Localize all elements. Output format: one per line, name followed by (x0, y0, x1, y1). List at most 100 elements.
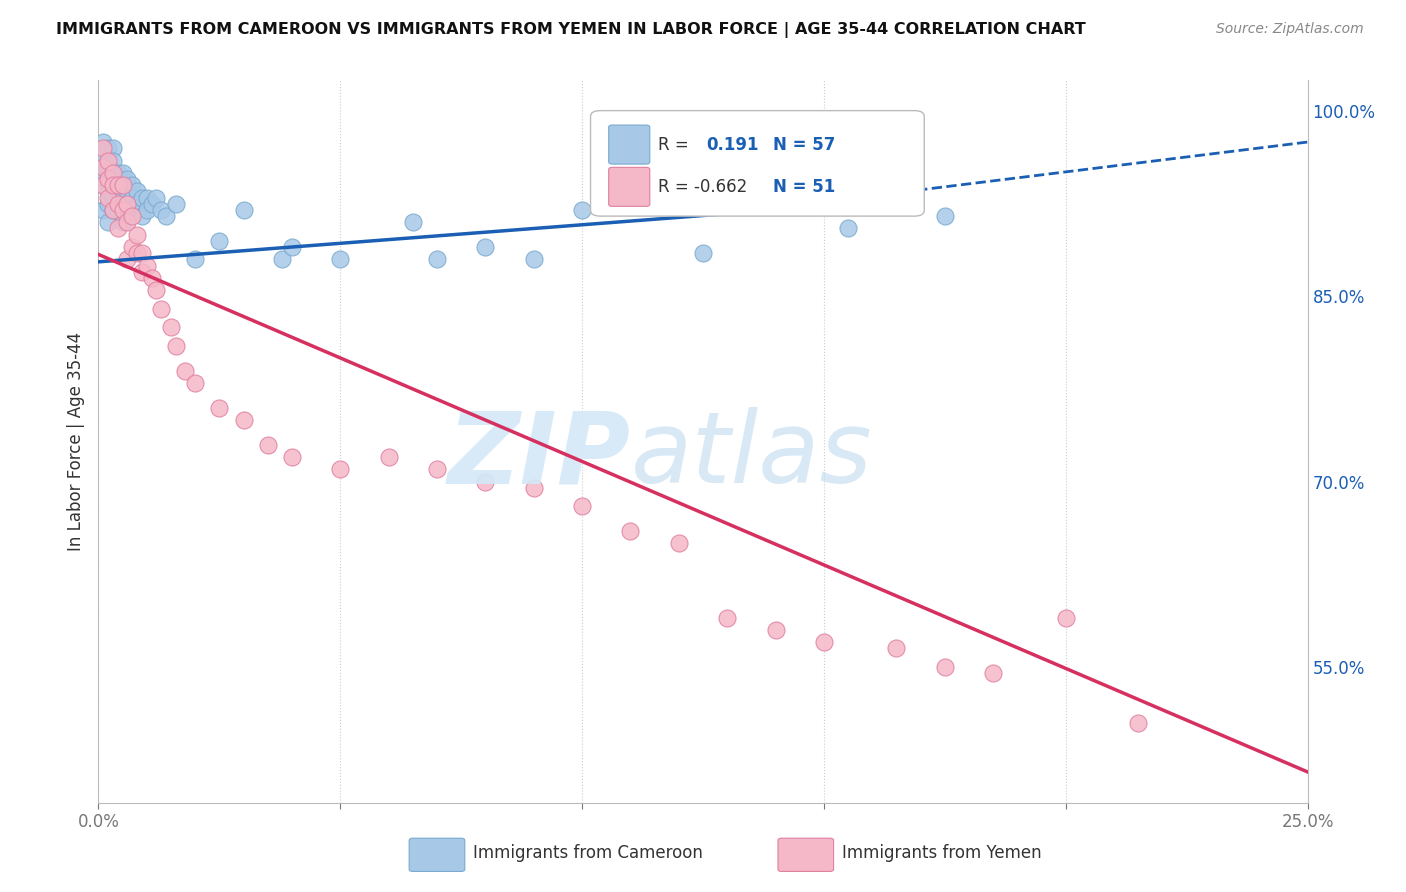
Point (523, 252, 546, 267)
Point (135, 202, 157, 217)
Point (474, 240, 496, 254)
Point (117, 196, 139, 211)
Point (97, 153, 120, 168)
Point (101, 141, 124, 155)
Point (165, 196, 187, 211)
Point (1128, 715, 1150, 730)
Text: IMMIGRANTS FROM CAMEROON VS IMMIGRANTS FROM YEMEN IN LABOR FORCE | AGE 35-44 COR: IMMIGRANTS FROM CAMEROON VS IMMIGRANTS F… (56, 22, 1085, 38)
Point (111, 215, 134, 229)
Point (91, 202, 114, 217)
Text: N = 51: N = 51 (773, 178, 835, 196)
Point (127, 246, 149, 260)
Point (150, 202, 173, 217)
Text: R = -0.662: R = -0.662 (658, 178, 748, 196)
Point (131, 246, 153, 260)
Point (281, 450, 304, 464)
Point (155, 209, 177, 223)
Point (97, 172, 120, 186)
Point (97, 196, 120, 211)
Point (426, 252, 449, 267)
Point (101, 202, 124, 217)
Point (101, 166, 124, 180)
Point (141, 196, 163, 211)
Point (232, 202, 254, 217)
Point (135, 191, 157, 205)
Point (329, 252, 352, 267)
FancyBboxPatch shape (409, 838, 465, 871)
Point (934, 209, 956, 223)
Text: R =: R = (658, 136, 689, 153)
Point (107, 178, 129, 193)
Point (131, 209, 153, 223)
Point (101, 166, 124, 180)
Point (668, 536, 690, 550)
Point (426, 462, 449, 476)
Text: Immigrants from Yemen: Immigrants from Yemen (842, 845, 1042, 863)
Point (117, 252, 139, 267)
Point (377, 450, 399, 464)
Point (91, 153, 114, 168)
Point (111, 178, 134, 193)
Point (97, 215, 120, 229)
Point (692, 246, 714, 260)
Point (97, 185, 120, 199)
Point (97, 191, 120, 205)
FancyBboxPatch shape (591, 111, 924, 216)
Text: atlas: atlas (630, 408, 872, 505)
Point (716, 610, 738, 624)
Point (127, 227, 149, 242)
Point (121, 209, 143, 223)
Text: 0.191: 0.191 (707, 136, 759, 153)
Point (145, 191, 167, 205)
FancyBboxPatch shape (609, 168, 650, 206)
Point (91, 141, 114, 155)
Point (837, 221, 859, 235)
Point (107, 221, 129, 235)
Point (127, 185, 149, 199)
FancyBboxPatch shape (609, 125, 650, 164)
Point (111, 178, 134, 193)
Point (91, 135, 114, 149)
Point (571, 500, 593, 514)
Point (329, 462, 352, 476)
Point (117, 196, 139, 211)
Point (619, 524, 641, 538)
Point (91, 172, 114, 186)
Point (107, 202, 129, 217)
Text: N = 57: N = 57 (773, 136, 835, 153)
Point (117, 172, 139, 186)
Point (934, 660, 956, 674)
Point (160, 320, 183, 334)
Point (174, 363, 197, 377)
Point (101, 178, 124, 193)
Point (111, 166, 134, 180)
Point (141, 271, 163, 285)
Point (107, 166, 129, 180)
Point (111, 202, 134, 217)
Point (111, 191, 134, 205)
Point (981, 666, 1004, 681)
Point (107, 185, 129, 199)
Point (208, 234, 231, 248)
FancyBboxPatch shape (778, 838, 834, 871)
Point (127, 196, 149, 211)
Point (101, 202, 124, 217)
Y-axis label: In Labor Force | Age 35-44: In Labor Force | Age 35-44 (66, 332, 84, 551)
Point (91, 178, 114, 193)
Point (184, 252, 207, 267)
Point (107, 178, 129, 193)
Point (150, 301, 173, 316)
Point (886, 641, 908, 656)
Text: ZIP: ZIP (447, 408, 630, 505)
Text: Immigrants from Cameroon: Immigrants from Cameroon (474, 845, 703, 863)
Text: Source: ZipAtlas.com: Source: ZipAtlas.com (1216, 22, 1364, 37)
Point (131, 191, 153, 205)
Point (131, 265, 153, 279)
Point (184, 376, 207, 390)
Point (107, 196, 129, 211)
Point (117, 215, 139, 229)
Point (145, 283, 167, 297)
Point (101, 178, 124, 193)
Point (121, 178, 143, 193)
Point (165, 339, 187, 353)
